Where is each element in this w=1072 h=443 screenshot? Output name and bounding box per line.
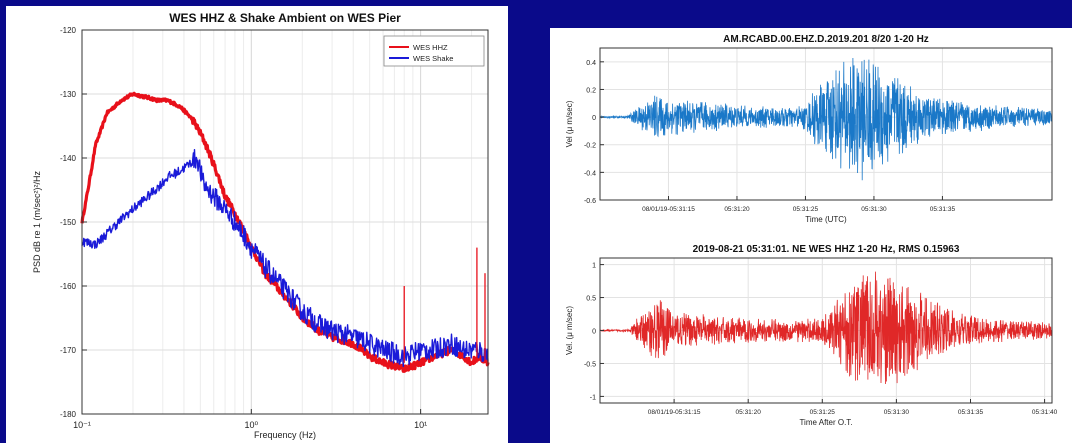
chart-title: WES HHZ & Shake Ambient on WES Pier (169, 11, 401, 25)
series-line (81, 149, 489, 368)
x-tick-label: 05:31:20 (724, 206, 750, 213)
bottom-trace-y-axis-label: Vel. (μ m/sec) (565, 306, 574, 355)
y-tick-label: 0.5 (586, 296, 596, 303)
y-tick-label: 0 (592, 329, 596, 336)
y-tick-label: -1 (590, 394, 596, 401)
x-tick-label: 10⁰ (244, 420, 258, 430)
x-tick-label: 08/01/19-05:31:15 (648, 409, 701, 416)
y-tick-label: -0.5 (584, 361, 596, 368)
y-tick-label: -140 (60, 154, 77, 163)
x-tick-label: 05:31:30 (861, 206, 887, 213)
psd-chart: WES HHZ & Shake Ambient on WES Pier -120 -… (32, 11, 490, 440)
y-tick-label: -0.2 (584, 143, 596, 150)
y-tick-label: -0.6 (584, 198, 596, 205)
series-line (80, 91, 490, 373)
y-tick-label: -0.4 (584, 170, 596, 177)
legend-entry: WES HHZ (413, 43, 448, 52)
y-tick-label: 0.2 (586, 87, 596, 94)
x-tick-label: 05:31:20 (736, 409, 762, 416)
psd-panel: WES HHZ & Shake Ambient on WES Pier -120 -… (6, 6, 508, 443)
top-trace-x-axis-label: Time (UTC) (805, 215, 847, 224)
y-tick-label: -120 (60, 26, 77, 35)
x-tick-label: 05:31:35 (930, 206, 956, 213)
bottom-trace-title: 2019-08-21 05:31:01. NE WES HHZ 1-20 Hz,… (693, 244, 960, 255)
x-tick-label: 10⁻¹ (73, 420, 91, 430)
y-tick-label: -180 (60, 410, 77, 419)
legend-entry: WES Shake (413, 54, 453, 63)
legend: WES HHZ WES Shake (383, 35, 485, 67)
x-tick-label: 08/01/19-05:31:15 (642, 206, 695, 213)
y-axis-label: PSD dB re 1 (m/sec²)²/Hz (32, 170, 42, 273)
bottom-trace-x-axis-label: Time After O.T. (799, 418, 852, 427)
waveform-charts: AM.RCABD.00.EHZ.D.2019.201 8/20 1-20 Hz 0… (565, 34, 1058, 427)
y-tick-label: -170 (60, 346, 77, 355)
top-trace-title: AM.RCABD.00.EHZ.D.2019.201 8/20 1-20 Hz (723, 34, 929, 45)
top-trace-waveform (599, 57, 1053, 181)
x-axis-label: Frequency (Hz) (254, 430, 316, 440)
y-tick-label: 1 (592, 263, 596, 270)
top-trace-frame (599, 47, 1053, 201)
x-tick-label: 05:31:40 (1032, 409, 1058, 416)
x-tick-label: 05:31:30 (884, 409, 910, 416)
x-tick-label: 10¹ (414, 420, 427, 430)
y-tick-label: 0.4 (586, 60, 596, 67)
y-tick-label: -130 (60, 90, 77, 99)
legend-box (383, 35, 485, 67)
waveform-panel: AM.RCABD.00.EHZ.D.2019.201 8/20 1-20 Hz 0… (550, 28, 1072, 443)
y-tick-label: -150 (60, 218, 77, 227)
y-tick-label: -160 (60, 282, 77, 291)
top-trace-y-axis-label: Vel (μ m/sec) (565, 100, 574, 147)
x-tick-label: 05:31:25 (793, 206, 819, 213)
y-tick-label: 0 (592, 115, 596, 122)
bottom-trace-waveform (599, 271, 1053, 385)
x-tick-label: 05:31:35 (958, 409, 984, 416)
x-tick-label: 05:31:25 (810, 409, 836, 416)
